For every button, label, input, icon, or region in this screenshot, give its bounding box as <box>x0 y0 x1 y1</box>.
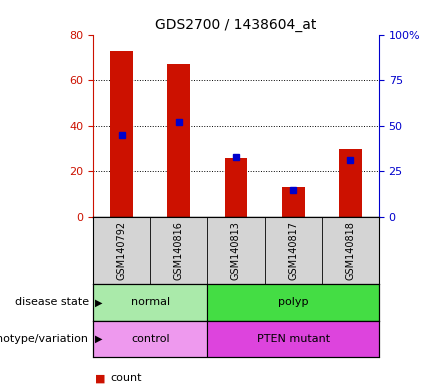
Text: PTEN mutant: PTEN mutant <box>257 334 330 344</box>
Bar <box>110 51 133 217</box>
Bar <box>225 158 247 217</box>
Bar <box>168 64 190 217</box>
Bar <box>93 321 207 357</box>
Text: polyp: polyp <box>278 297 308 308</box>
Title: GDS2700 / 1438604_at: GDS2700 / 1438604_at <box>155 18 317 32</box>
Bar <box>207 284 379 321</box>
Text: genotype/variation: genotype/variation <box>0 334 89 344</box>
Text: count: count <box>110 373 142 383</box>
Text: control: control <box>131 334 170 344</box>
Text: ▶: ▶ <box>95 334 103 344</box>
Text: GSM140816: GSM140816 <box>174 221 184 280</box>
Bar <box>339 149 362 217</box>
Text: ▶: ▶ <box>95 297 103 308</box>
Text: GSM140792: GSM140792 <box>116 221 127 280</box>
Text: GSM140817: GSM140817 <box>288 221 298 280</box>
Text: ■: ■ <box>95 373 106 383</box>
Text: GSM140818: GSM140818 <box>345 221 355 280</box>
Text: GSM140813: GSM140813 <box>231 221 241 280</box>
Text: normal: normal <box>131 297 170 308</box>
Text: disease state: disease state <box>15 297 89 308</box>
Bar <box>207 321 379 357</box>
Bar <box>93 284 207 321</box>
Bar <box>282 187 304 217</box>
